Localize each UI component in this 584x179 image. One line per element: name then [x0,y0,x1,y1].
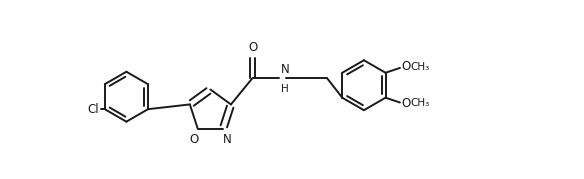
Text: CH₃: CH₃ [411,98,430,108]
Text: N: N [281,63,290,76]
Text: Cl: Cl [88,103,99,116]
Text: N: N [223,133,231,146]
Text: O: O [402,97,411,110]
Text: CH₃: CH₃ [411,62,430,72]
Text: O: O [248,41,257,54]
Text: O: O [189,133,199,146]
Text: H: H [281,84,288,94]
Text: O: O [402,61,411,74]
